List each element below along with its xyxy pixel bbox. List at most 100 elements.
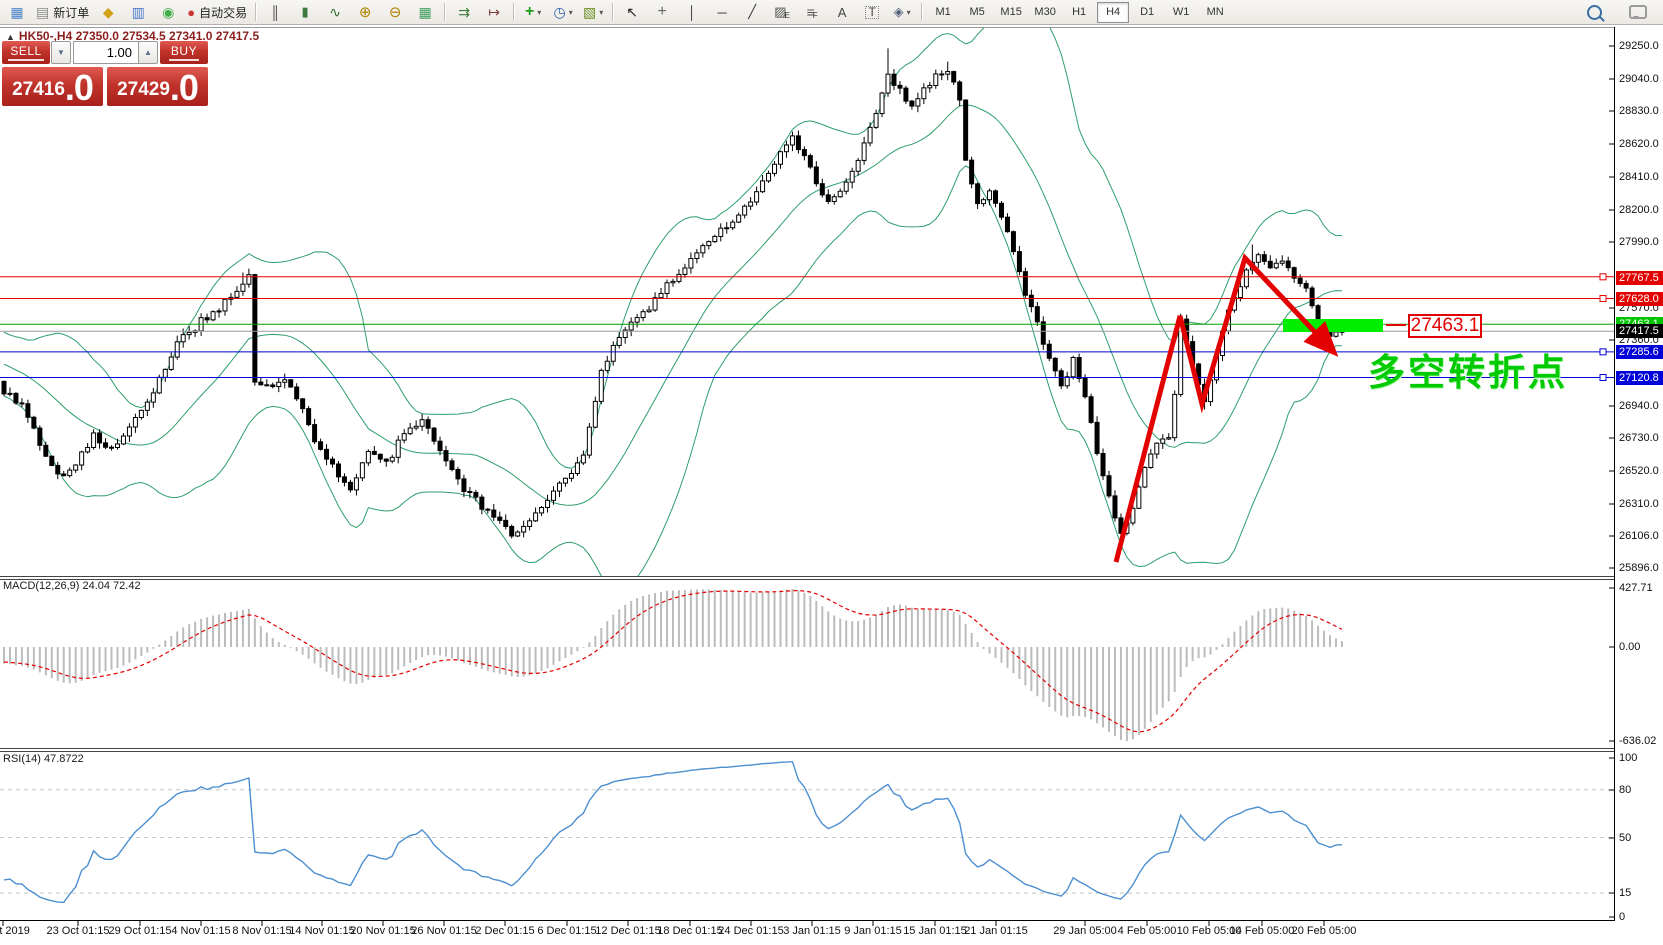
candle-body <box>1076 357 1082 379</box>
arrows-icon: ◈ <box>893 4 904 19</box>
line-handle[interactable] <box>1599 373 1607 381</box>
candle-body <box>885 73 891 94</box>
new-order-button-label: 新订单 <box>53 5 90 20</box>
candle-body <box>1148 453 1154 468</box>
line-handle[interactable] <box>1599 295 1607 303</box>
trend-zigzag-arrow[interactable] <box>1113 253 1339 563</box>
trendline-icon: ╱ <box>748 4 757 19</box>
price-callout-label[interactable]: 27463.1 <box>1408 314 1482 338</box>
horizontal-line-icon[interactable]: ─ <box>708 1 736 24</box>
timeframe-button-m15[interactable]: M15 <box>1000 6 1022 18</box>
tile-windows-icon[interactable]: ▦ <box>411 1 439 24</box>
text-label-icon[interactable]: T <box>858 1 886 24</box>
trendline-icon[interactable]: ╱ <box>738 1 766 24</box>
candle-body <box>939 73 945 76</box>
zoom-in-icon[interactable]: ⊕ <box>351 1 379 24</box>
dropdown-arrow-icon: ▾ <box>568 7 573 17</box>
line-handle[interactable] <box>1599 273 1607 281</box>
zoom-out-icon[interactable]: ⊖ <box>381 1 409 24</box>
candle-body <box>807 155 813 168</box>
volume-increase-button[interactable]: ▲ <box>138 41 158 64</box>
candle-body <box>533 512 539 522</box>
bars-chart-icon[interactable]: ║ <box>261 1 289 24</box>
buy-price-box[interactable]: 27429 .0 <box>107 67 208 106</box>
timeframe-button-mn[interactable]: MN <box>1206 6 1224 18</box>
price-tick-label: 29040.0 <box>1619 73 1659 85</box>
candle-body <box>837 190 843 198</box>
timeframe-button-h1[interactable]: H1 <box>1072 6 1087 18</box>
arrows-icon[interactable]: ◈ ▾ <box>888 1 916 24</box>
candle-body <box>819 183 825 196</box>
indicators-button[interactable]: + ▾ <box>519 1 547 24</box>
highlight-rectangle[interactable] <box>1283 319 1383 332</box>
candle-body <box>646 309 652 313</box>
candle-body <box>234 290 240 298</box>
templates-button[interactable]: ▧ ▾ <box>579 1 607 24</box>
time-tick-label: 6 Dec 01:15 <box>537 925 597 937</box>
new-order-button[interactable]: ▤ 新订单 <box>33 1 92 24</box>
chart-window-icon: ▦ <box>10 3 24 20</box>
rsi-axis-label: 0 <box>1619 911 1626 923</box>
cn-annotation-text[interactable]: 多空转折点 <box>1368 352 1568 393</box>
market-watch-icon[interactable]: ▥ <box>124 1 152 24</box>
candle-body <box>497 516 503 521</box>
periods-button[interactable]: ◷ ▾ <box>549 1 577 24</box>
price-tick-label: 26730.0 <box>1619 432 1659 444</box>
channel-icon[interactable]: ▨ E <box>768 1 796 24</box>
time-tick-label: 9 Jan 01:15 <box>844 925 902 937</box>
volume-decrease-button[interactable]: ▼ <box>51 41 71 64</box>
crosshair-icon[interactable]: + <box>648 1 676 24</box>
rsi-label: RSI(14) 47.8722 <box>3 753 84 765</box>
candle-body <box>658 292 664 299</box>
candle-body <box>1333 331 1339 337</box>
timeframe-button-m30[interactable]: M30 <box>1034 6 1056 18</box>
candle-body <box>437 440 443 452</box>
cursor-icon[interactable]: ↖ <box>618 1 646 24</box>
chat-button[interactable] <box>1624 1 1652 24</box>
candle-body <box>1154 442 1160 455</box>
candle-body <box>359 462 365 479</box>
candle-body <box>31 416 37 429</box>
chart-window-icon[interactable]: ▦ <box>3 1 31 24</box>
candle-body <box>306 408 312 426</box>
candle-body <box>586 426 592 456</box>
search-button[interactable] <box>1580 1 1608 24</box>
candle-body <box>987 190 993 201</box>
vertical-line-icon[interactable]: │ <box>678 1 706 24</box>
collapse-panel-icon[interactable]: ▲ <box>6 32 15 42</box>
line-handle[interactable] <box>1599 348 1607 356</box>
signals-icon[interactable]: ◉ <box>154 1 182 24</box>
candle-body <box>527 520 533 527</box>
candle-body <box>270 384 276 388</box>
candles-layer <box>1 48 1345 543</box>
buy-price-main: 27429 <box>117 79 170 100</box>
chart-shift-icon: ↦ <box>488 3 500 20</box>
candle-body <box>85 446 91 453</box>
timeframe-button-h4[interactable]: H4 <box>1097 1 1130 23</box>
candle-body <box>712 235 718 243</box>
history-center-icon[interactable]: ◆ <box>94 1 122 24</box>
timeframe-button-w1[interactable]: W1 <box>1172 6 1190 18</box>
line-chart-icon[interactable]: ∿ <box>321 1 349 24</box>
volume-input[interactable] <box>73 41 139 64</box>
timeframe-button-d1[interactable]: D1 <box>1140 6 1155 18</box>
timeframe-button-m1[interactable]: M1 <box>935 6 951 18</box>
toolbar-separator <box>513 3 515 21</box>
text-icon[interactable]: A <box>828 1 856 24</box>
sell-price-box[interactable]: 27416 .0 <box>2 67 103 106</box>
candle-body <box>766 172 772 182</box>
auto-scroll-icon[interactable]: ⇉ <box>450 1 478 24</box>
timeframe-button-m5[interactable]: M5 <box>969 6 985 18</box>
candle-body <box>353 477 359 491</box>
buy-button[interactable]: BUY <box>160 41 208 64</box>
candle-body <box>957 81 963 101</box>
fibonacci-icon[interactable]: ≡ F <box>798 1 826 24</box>
autotrade-button[interactable]: ● 自动交易 <box>184 1 250 24</box>
candle-body <box>801 149 807 157</box>
chart-shift-icon[interactable]: ↦ <box>480 1 508 24</box>
candles-chart-icon[interactable]: ▮ <box>291 1 319 24</box>
candle-body <box>688 258 694 269</box>
sell-button[interactable]: SELL <box>2 41 50 64</box>
candle-body <box>1136 486 1142 509</box>
